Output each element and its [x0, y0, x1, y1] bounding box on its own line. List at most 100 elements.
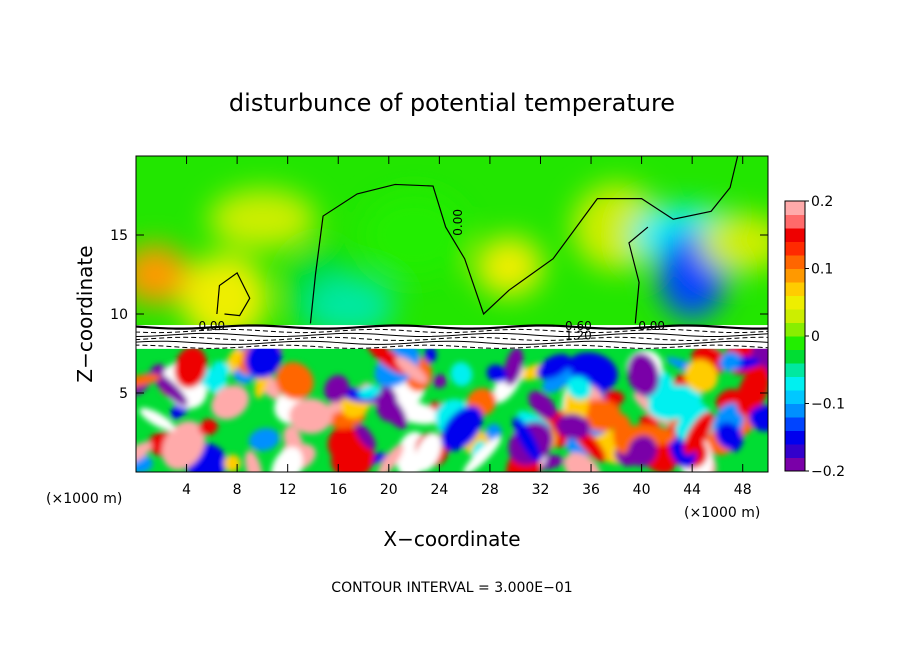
y-tick-label-2: 15 — [110, 228, 128, 244]
swirl-117 — [424, 346, 437, 363]
swirl-113 — [748, 405, 768, 432]
swirl-53 — [366, 340, 408, 375]
swirl-102 — [415, 433, 442, 472]
swirl-130 — [212, 360, 231, 377]
swirl-33 — [161, 420, 206, 470]
colorbar-cell-16 — [785, 241, 805, 256]
upper-feature-1 — [180, 254, 269, 343]
x-tick-label-5: 24 — [430, 482, 448, 498]
swirl-100 — [324, 374, 349, 403]
contour-lines — [216, 156, 739, 324]
swirl-84 — [486, 364, 507, 383]
swirl-131 — [244, 450, 263, 472]
swirl-71 — [136, 441, 152, 464]
swirl-125 — [139, 407, 176, 431]
chart-title: disturbunce of potential temperature — [229, 89, 675, 117]
x-tick-label-3: 16 — [329, 482, 347, 498]
colorbar-tick-label-0: 0.2 — [811, 194, 833, 210]
colorbar-tick-label-4: −0.2 — [811, 464, 845, 480]
swirl-110 — [512, 416, 541, 463]
swirl-104 — [542, 368, 573, 394]
y-axis-ticks: 5 10 15 — [110, 228, 768, 402]
colorbar: 0.2 0.1 0 −0.1 −0.2 — [784, 194, 845, 480]
y-tick-label-0: 5 — [119, 386, 128, 402]
swirl-133 — [136, 373, 161, 388]
swirl-116 — [683, 411, 714, 455]
swirl-57 — [504, 347, 524, 386]
swirl-122 — [271, 446, 303, 472]
swirl-127 — [355, 423, 376, 450]
inversion-contour-4 — [136, 340, 768, 345]
colorbar-cell-9 — [785, 336, 805, 350]
swirl-31 — [604, 390, 625, 404]
inversion-contour-2 — [136, 332, 768, 338]
x-tick-label-7: 32 — [532, 482, 550, 498]
swirl-115 — [395, 356, 428, 384]
colorbar-tick-label-3: −0.1 — [811, 397, 845, 413]
contour-interval-footer: CONTOUR INTERVAL = 3.000E−01 — [331, 580, 572, 596]
x-axis-ticks: 4 8 12 16 20 24 28 32 36 40 44 48 — [182, 156, 752, 498]
swirl-95 — [563, 452, 601, 472]
plot-area — [136, 156, 768, 472]
lower-swirls — [136, 338, 768, 472]
colorbar-cell-0 — [785, 457, 805, 472]
x-axis-label: X−coordinate — [383, 527, 520, 551]
colorbar-cell-13 — [785, 282, 805, 296]
colorbar-cell-4 — [785, 403, 805, 418]
swirl-128 — [358, 384, 381, 399]
upper-feature-6 — [474, 236, 543, 297]
inversion-contour-5 — [136, 344, 768, 349]
upper-feature-4 — [306, 276, 395, 337]
swirl-58 — [275, 362, 314, 400]
inversion-contour-3 — [136, 336, 768, 341]
inversion-contour-1 — [136, 328, 768, 334]
swirl-32 — [248, 428, 280, 451]
upper-feature-10 — [698, 212, 768, 273]
colorbar-cell-3 — [785, 417, 805, 431]
swirl-47 — [331, 437, 375, 472]
x-unit-left: (×1000 m) — [46, 491, 122, 507]
upper-feature-2 — [208, 189, 317, 250]
swirl-123 — [684, 359, 718, 393]
swirl-121 — [647, 385, 702, 421]
swirl-73 — [528, 390, 557, 419]
contour-label-2: 0.60 — [565, 319, 592, 333]
swirl-107 — [289, 398, 333, 434]
contour-label-1: 0.00 — [198, 319, 225, 333]
swirl-87 — [374, 387, 408, 429]
colorbar-cell-18 — [785, 214, 805, 229]
upper-feature-0 — [136, 244, 189, 305]
swirl-103 — [150, 370, 188, 406]
x-tick-label-6: 28 — [481, 482, 499, 498]
x-tick-label-1: 8 — [233, 482, 242, 498]
y-tick-label-1: 10 — [110, 307, 128, 323]
x-tick-label-9: 40 — [633, 482, 651, 498]
swirl-126 — [463, 436, 502, 472]
colorbar-cell-19 — [785, 201, 805, 215]
swirl-97 — [736, 365, 768, 417]
colorbar-cell-8 — [785, 349, 805, 364]
swirl-135 — [719, 351, 741, 372]
x-tick-label-0: 4 — [182, 482, 191, 498]
colorbar-cell-10 — [785, 322, 805, 337]
swirl-94 — [579, 399, 622, 432]
swirl-139 — [211, 384, 249, 420]
contour-labels: 0.00 0.00 0.601.20 0.00 — [198, 209, 665, 342]
swirl-132 — [566, 376, 592, 400]
colorbar-cell-17 — [785, 228, 805, 242]
swirl-9 — [450, 362, 473, 387]
colorbar-cell-6 — [785, 376, 805, 391]
colorbar-cell-12 — [785, 295, 805, 310]
swirl-138 — [715, 422, 743, 450]
zero-contour-right — [628, 226, 649, 324]
colorbar-cell-11 — [785, 309, 805, 323]
inversion-band — [136, 325, 768, 349]
x-tick-label-8: 36 — [582, 482, 600, 498]
colorbar-cell-15 — [785, 255, 805, 269]
colorbar-cell-5 — [785, 390, 805, 404]
colorbar-tick-label-1: 0.1 — [811, 262, 833, 278]
x-unit-right: (×1000 m) — [684, 505, 760, 521]
contour-label-0: 0.00 — [451, 209, 465, 236]
colorbar-cell-14 — [785, 268, 805, 283]
swirl-72 — [376, 443, 404, 472]
